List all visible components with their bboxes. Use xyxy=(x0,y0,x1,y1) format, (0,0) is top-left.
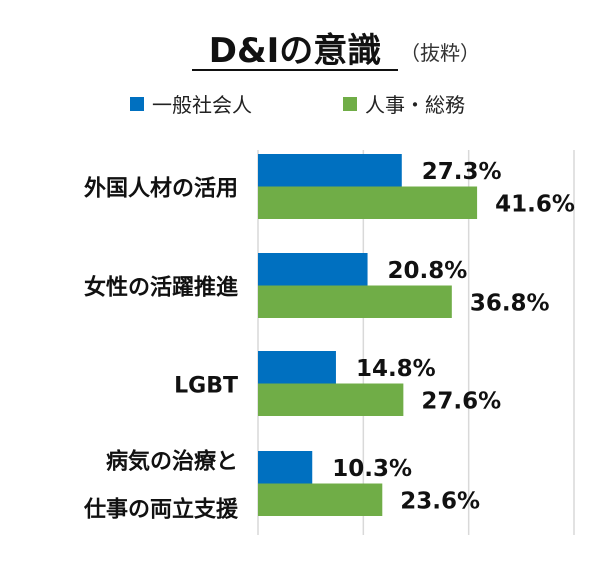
category-label: 外国人材の活用 xyxy=(84,176,238,202)
bar xyxy=(258,351,336,384)
data-label: 27.3% xyxy=(422,159,502,185)
data-label: 23.6% xyxy=(400,489,480,515)
category-label: 女性の活躍推進 xyxy=(84,275,238,301)
bar xyxy=(258,253,368,286)
category-label: 病気の治療と xyxy=(106,449,238,475)
legend: 一般社会人 人事・総務 xyxy=(130,93,465,117)
bar xyxy=(258,383,404,416)
legend-label: 一般社会人 xyxy=(152,93,252,117)
bar xyxy=(258,483,383,516)
bar xyxy=(258,451,313,484)
data-label: 41.6% xyxy=(495,192,575,218)
legend-label: 人事・総務 xyxy=(365,93,465,117)
chart-subtitle: （抜粋） xyxy=(400,41,480,65)
bar xyxy=(258,154,402,187)
bar xyxy=(258,186,478,219)
data-label: 14.8% xyxy=(356,356,436,382)
bar xyxy=(258,285,452,318)
chart-title: D&Iの意識 xyxy=(209,31,382,71)
category-label: LGBT xyxy=(174,374,238,399)
data-label: 20.8% xyxy=(388,258,468,284)
legend-swatch xyxy=(130,97,144,111)
legend-swatch xyxy=(343,97,357,111)
data-label: 27.6% xyxy=(421,389,501,415)
category-label: 仕事の両立支援 xyxy=(83,497,239,523)
data-label: 10.3% xyxy=(332,456,412,482)
data-label: 36.8% xyxy=(470,291,550,317)
